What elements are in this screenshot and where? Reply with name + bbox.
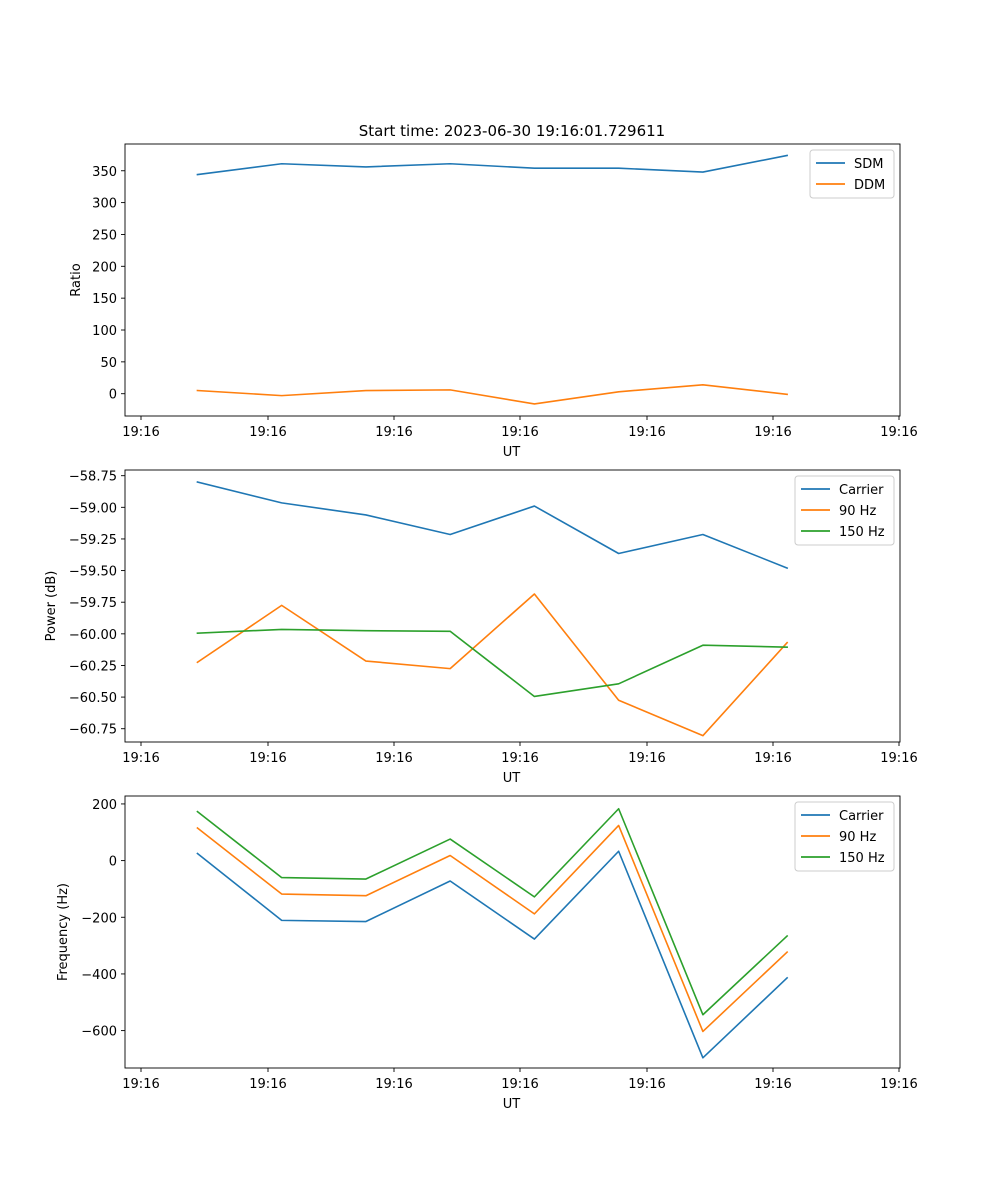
x-tick-label: 19:16: [122, 425, 159, 440]
x-tick-label: 19:16: [249, 751, 286, 766]
legend-label: 90 Hz: [839, 830, 876, 845]
chart-panel-2: 19:16 19:16 19:16 19:16 19:16 19:16 19:16 −60.7…: [44, 469, 918, 786]
x-tick-label: 19:16: [122, 751, 159, 766]
y-tick-label: −60.75: [69, 723, 117, 738]
y-tick-label: 200: [92, 260, 117, 275]
legend-label: Carrier: [839, 483, 884, 498]
series-line-150-hz: [196, 628, 788, 698]
series-line-150-hz: [196, 807, 789, 1016]
x-tick-label: 19:16: [754, 425, 791, 440]
y-tick-label: 250: [92, 228, 117, 243]
x-tick-label: 19:16: [754, 1077, 791, 1092]
series-line-90-hz: [196, 824, 789, 1033]
x-axis-label: UT: [503, 445, 521, 460]
y-tick-label: 0: [109, 855, 117, 870]
y-tick-label: −59.00: [69, 501, 117, 516]
legend-label: 150 Hz: [839, 525, 885, 540]
series-line-sdm: [196, 154, 789, 176]
legend-box: [794, 801, 895, 872]
y-axis-label: Power (dB): [44, 571, 59, 642]
axes-frame: [124, 795, 901, 1069]
series-line-carrier: [196, 850, 789, 1059]
x-tick-label: 19:16: [375, 425, 412, 440]
y-tick-label: −59.25: [69, 533, 117, 548]
legend-label: 150 Hz: [839, 851, 885, 866]
y-axis-label: Frequency (Hz): [56, 883, 71, 981]
chart-panel-1: 19:16 19:16 19:16 19:16 19:16 19:16 19:16 0 50 10…: [69, 143, 918, 460]
legend-label: DDM: [854, 178, 885, 193]
y-axis-label: Ratio: [69, 263, 84, 296]
x-tick-label: 19:16: [501, 751, 538, 766]
y-tick-label: −60.50: [69, 691, 117, 706]
y-tick-label: 350: [92, 165, 117, 180]
x-tick-label: 19:16: [880, 425, 917, 440]
y-tick-label: −400: [81, 968, 117, 983]
y-tick-label: 0: [109, 388, 117, 403]
legend-label: 90 Hz: [839, 504, 876, 519]
y-tick-label: 150: [92, 292, 117, 307]
y-tick-label: 50: [100, 356, 117, 371]
legend-box: [809, 149, 895, 199]
legend-label: SDM: [854, 157, 883, 172]
x-axis-label: UT: [503, 771, 521, 786]
y-tick-label: −600: [81, 1025, 117, 1040]
y-tick-label: −200: [81, 911, 117, 926]
x-tick-label: 19:16: [501, 1077, 538, 1092]
x-tick-label: 19:16: [375, 1077, 412, 1092]
y-tick-label: 300: [92, 197, 117, 212]
axes-frame: [124, 143, 901, 417]
x-tick-label: 19:16: [754, 751, 791, 766]
x-tick-label: 19:16: [249, 425, 286, 440]
chart-panel-3: 19:16 19:16 19:16 19:16 19:16 19:16 19:16 −600 −…: [56, 795, 918, 1112]
y-tick-label: 100: [92, 324, 117, 339]
x-tick-label: 19:16: [249, 1077, 286, 1092]
y-tick-label: −60.00: [69, 628, 117, 643]
x-tick-label: 19:16: [375, 751, 412, 766]
series-line-ddm: [196, 383, 789, 405]
y-tick-label: −60.25: [69, 659, 117, 674]
y-tick-label: −59.75: [69, 596, 117, 611]
series-line-carrier: [196, 481, 789, 570]
axes-frame: [124, 469, 901, 743]
series-line-90-hz: [196, 593, 789, 737]
x-tick-label: 19:16: [880, 751, 917, 766]
x-tick-label: 19:16: [880, 1077, 917, 1092]
x-axis-label: UT: [503, 1097, 521, 1112]
figure-title: Start time: 2023-06-30 19:16:01.729611: [359, 122, 665, 140]
y-tick-label: 200: [92, 798, 117, 813]
x-tick-label: 19:16: [122, 1077, 159, 1092]
y-tick-label: −58.75: [69, 470, 117, 485]
legend-label: Carrier: [839, 809, 884, 824]
x-tick-label: 19:16: [628, 1077, 665, 1092]
x-tick-label: 19:16: [628, 425, 665, 440]
x-tick-label: 19:16: [501, 425, 538, 440]
x-tick-label: 19:16: [628, 751, 665, 766]
y-tick-label: −59.50: [69, 565, 117, 580]
legend-box: [794, 475, 895, 546]
